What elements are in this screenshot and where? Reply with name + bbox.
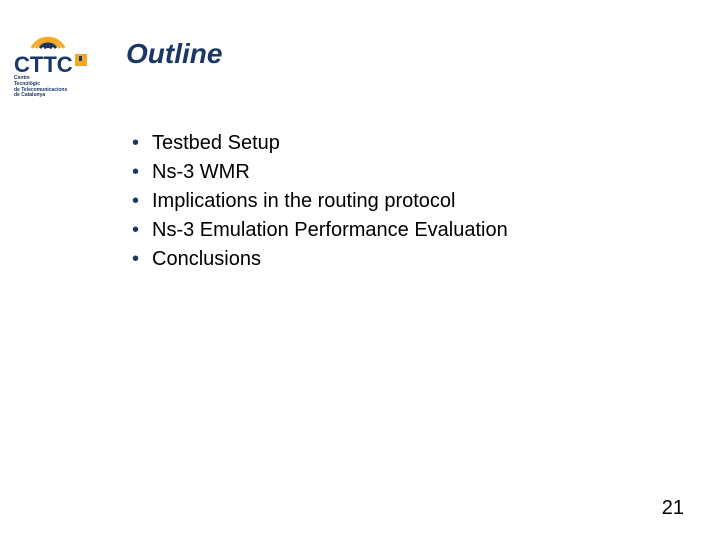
slide-title: Outline (126, 38, 222, 70)
bullet-list: • Testbed Setup • Ns-3 WMR • Implication… (126, 130, 656, 272)
logo: CTTC Centre Tecnològic de Telecomunicaci… (14, 24, 106, 98)
page-number: 21 (662, 497, 684, 520)
slide-content: • Testbed Setup • Ns-3 WMR • Implication… (126, 130, 656, 275)
logo-square-icon (75, 54, 87, 66)
bullet-marker: • (126, 188, 152, 214)
bullet-marker: • (126, 246, 152, 272)
list-item: • Conclusions (126, 246, 656, 272)
logo-subtext: Centre Tecnològic de Telecomunicacions d… (14, 76, 67, 99)
bullet-text: Ns-3 WMR (152, 159, 250, 185)
bullet-text: Conclusions (152, 246, 261, 272)
list-item: • Implications in the routing protocol (126, 188, 656, 214)
logo-arc-icon (28, 24, 68, 50)
bullet-text: Testbed Setup (152, 130, 280, 156)
bullet-marker: • (126, 130, 152, 156)
list-item: • Ns-3 Emulation Performance Evaluation (126, 217, 656, 243)
bullet-marker: • (126, 217, 152, 243)
list-item: • Testbed Setup (126, 130, 656, 156)
bullet-marker: • (126, 159, 152, 185)
bullet-text: Implications in the routing protocol (152, 188, 456, 214)
bullet-text: Ns-3 Emulation Performance Evaluation (152, 217, 508, 243)
list-item: • Ns-3 WMR (126, 159, 656, 185)
